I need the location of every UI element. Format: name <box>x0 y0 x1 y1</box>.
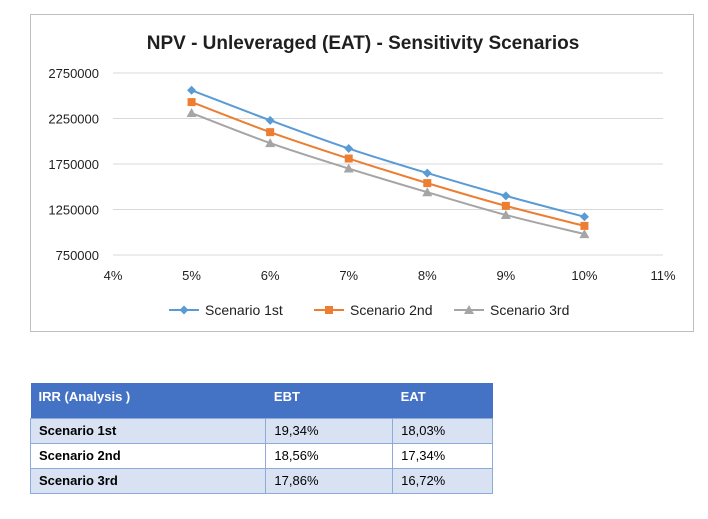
y-tick-label: 1250000 <box>48 203 99 218</box>
x-tick-label: 11% <box>650 268 675 283</box>
y-axis-tick-labels: 2750000 2250000 1750000 1250000 750000 <box>48 66 99 263</box>
legend-entry: Scenario 2nd <box>314 302 433 318</box>
data-point-marker <box>500 209 511 219</box>
header-irr-analysis: IRR (Analysis ) <box>30 383 266 418</box>
series-lines <box>186 85 590 239</box>
irr-analysis-table: IRR (Analysis ) EBT EAT Scenario 1st 19,… <box>29 383 493 494</box>
data-point-marker <box>265 115 275 125</box>
series-line <box>191 89 585 218</box>
data-point-marker <box>343 163 354 173</box>
header-ebt: EBT <box>265 383 393 418</box>
table-row: Scenario 3rd 17,86% 16,72% <box>29 467 493 494</box>
data-point-marker <box>501 201 510 210</box>
legend: Scenario 1st Scenario 2nd Scenario 3rd <box>169 302 569 318</box>
ebt-cell: 19,34% <box>265 417 394 444</box>
series-1 <box>187 85 589 222</box>
npv-line-chart: NPV - Unleveraged (EAT) - Sensitivity Sc… <box>48 33 676 318</box>
data-point-marker <box>580 221 589 230</box>
chart-title: NPV - Unleveraged (EAT) - Sensitivity Sc… <box>147 33 580 54</box>
x-tick-label: 6% <box>261 268 280 283</box>
x-tick-label: 10% <box>571 268 597 283</box>
legend-entry: Scenario 3rd <box>454 302 569 318</box>
table-row: Scenario 2nd 18,56% 17,34% <box>29 442 493 469</box>
data-point-marker <box>187 85 197 95</box>
y-tick-label: 750000 <box>56 248 99 263</box>
data-point-marker <box>344 154 353 163</box>
y-tick-label: 2250000 <box>48 112 99 127</box>
legend-entry: Scenario 1st <box>169 302 283 318</box>
x-tick-label: 7% <box>339 268 358 283</box>
y-tick-label: 2750000 <box>48 66 99 81</box>
legend-marker <box>464 305 474 314</box>
series-line <box>191 112 585 236</box>
series-2 <box>187 98 589 230</box>
y-tick-label: 1750000 <box>48 157 99 172</box>
eat-cell: 17,34% <box>392 442 493 469</box>
table-row: Scenario 1st 19,34% 18,03% <box>29 417 493 444</box>
data-point-marker <box>265 138 276 148</box>
series-line <box>191 101 585 227</box>
eat-cell: 16,72% <box>392 467 493 494</box>
data-point-marker <box>344 144 354 154</box>
legend-marker <box>179 305 189 315</box>
data-point-marker <box>422 187 433 197</box>
legend-label: Scenario 3rd <box>490 302 569 318</box>
row-label: Scenario 2nd <box>29 442 267 469</box>
legend-marker <box>325 306 333 314</box>
data-point-marker <box>579 229 590 239</box>
header-eat: EAT <box>392 383 493 418</box>
chart-container: NPV - Unleveraged (EAT) - Sensitivity Sc… <box>30 14 694 332</box>
x-tick-label: 9% <box>496 268 515 283</box>
ebt-cell: 17,86% <box>265 467 394 494</box>
data-point-marker <box>266 128 275 137</box>
data-point-marker <box>579 212 589 222</box>
data-point-marker <box>187 98 196 107</box>
x-axis-tick-labels: 4% 5% 6% 7% 8% 9% 10% 11% <box>104 268 676 283</box>
data-point-marker <box>423 179 432 188</box>
table-header-row: IRR (Analysis ) EBT EAT <box>30 383 493 418</box>
row-label: Scenario 1st <box>29 417 267 444</box>
eat-cell: 18,03% <box>392 417 493 444</box>
x-tick-label: 4% <box>104 268 123 283</box>
data-point-marker <box>186 108 197 118</box>
row-label: Scenario 3rd <box>29 467 267 494</box>
ebt-cell: 18,56% <box>265 442 394 469</box>
series-3 <box>186 108 590 239</box>
data-point-marker <box>422 168 432 178</box>
legend-label: Scenario 1st <box>205 302 283 318</box>
x-tick-label: 8% <box>418 268 437 283</box>
legend-label: Scenario 2nd <box>350 302 433 318</box>
x-tick-label: 5% <box>182 268 201 283</box>
data-point-marker <box>501 191 511 201</box>
